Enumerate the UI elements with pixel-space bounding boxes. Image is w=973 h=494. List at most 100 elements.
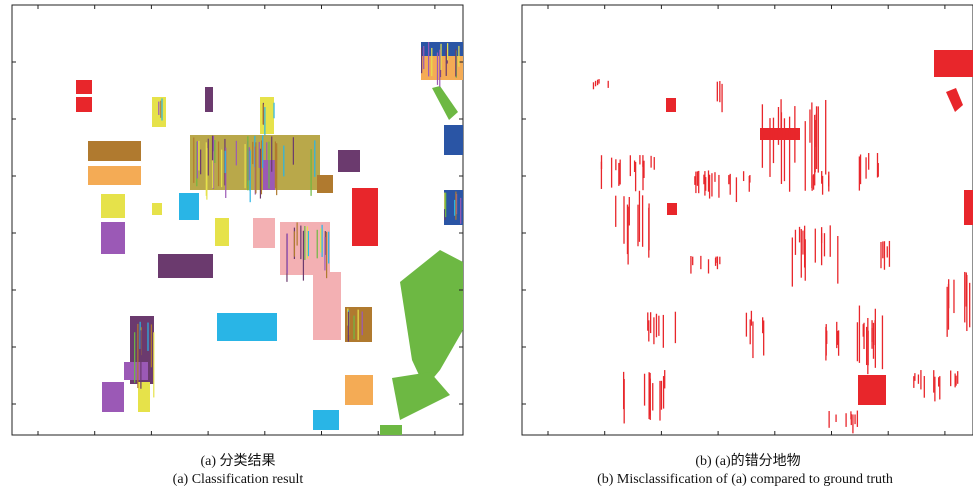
error-streak — [637, 205, 638, 247]
error-streak — [652, 383, 653, 410]
error-streak — [749, 175, 750, 183]
texture-streak — [287, 234, 288, 274]
error-streak — [746, 313, 747, 337]
region — [205, 87, 213, 112]
texture-streak — [348, 312, 349, 342]
error-streak — [635, 162, 636, 191]
error-streak — [947, 287, 948, 337]
panel-frame — [522, 5, 973, 435]
error-streak — [664, 370, 665, 388]
error-streak — [837, 236, 838, 284]
texture-streak — [198, 141, 199, 171]
error-streak — [957, 371, 958, 384]
region — [253, 218, 275, 248]
texture-streak — [161, 98, 162, 120]
error-streak — [736, 177, 737, 202]
texture-streak — [221, 150, 222, 188]
error-streak — [852, 414, 853, 433]
error-streak — [789, 117, 790, 192]
error-streak — [836, 322, 837, 348]
error-streak — [644, 374, 645, 406]
region — [158, 254, 213, 278]
error-streak — [639, 191, 640, 242]
texture-streak — [458, 46, 459, 67]
error-streak — [629, 197, 630, 225]
error-streak — [595, 81, 596, 86]
error-streak — [718, 175, 719, 198]
texture-streak — [446, 50, 447, 76]
error-streak — [598, 79, 599, 84]
error-streak — [854, 414, 855, 424]
texture-streak — [153, 332, 154, 397]
error-streak — [648, 203, 649, 250]
region — [76, 97, 92, 112]
error-streak — [920, 370, 921, 389]
error-streak — [642, 155, 643, 167]
error-region — [964, 190, 973, 225]
texture-streak — [362, 312, 363, 336]
region — [124, 362, 148, 380]
texture-streak — [308, 231, 309, 256]
error-streak — [650, 379, 651, 420]
texture-streak — [431, 48, 432, 76]
texture-streak — [353, 316, 354, 340]
texture-streak — [225, 151, 226, 173]
error-streak — [950, 371, 951, 387]
texture-streak — [437, 53, 438, 85]
region — [317, 175, 333, 193]
error-streak — [639, 155, 640, 164]
error-streak — [698, 171, 699, 193]
error-streak — [953, 280, 954, 313]
error-streak — [815, 120, 816, 172]
texture-streak — [320, 229, 321, 253]
texture-streak — [147, 323, 148, 351]
error-streak — [802, 231, 803, 255]
error-streak — [721, 84, 722, 112]
error-streak — [778, 107, 779, 145]
error-region — [760, 128, 800, 140]
texture-streak — [140, 330, 141, 388]
texture-streak — [134, 332, 135, 383]
error-streak — [730, 174, 731, 195]
region — [215, 218, 229, 246]
error-streak — [593, 82, 594, 89]
region — [345, 375, 373, 405]
region — [102, 382, 124, 412]
error-streak — [826, 331, 827, 344]
error-streak — [860, 154, 861, 184]
error-streak — [938, 377, 939, 386]
error-streak — [597, 80, 598, 85]
error-streak — [866, 327, 867, 365]
error-streak — [871, 320, 872, 349]
error-streak — [690, 256, 691, 274]
error-streak — [630, 155, 631, 176]
error-streak — [700, 256, 701, 269]
texture-streak — [454, 200, 455, 216]
texture-streak — [245, 144, 246, 188]
error-streak — [878, 163, 879, 177]
error-streak — [781, 112, 782, 184]
error-streak — [717, 82, 718, 102]
texture-streak — [260, 149, 261, 199]
error-streak — [828, 175, 829, 186]
error-streak — [815, 229, 816, 263]
error-streak — [933, 370, 934, 392]
error-streak — [811, 102, 812, 188]
error-streak — [934, 377, 935, 402]
texture-streak — [428, 42, 429, 76]
error-streak — [714, 172, 715, 182]
texture-streak — [151, 324, 152, 367]
texture-streak — [214, 140, 215, 163]
error-streak — [882, 315, 883, 369]
region — [76, 80, 92, 94]
error-streak — [719, 81, 720, 102]
error-streak — [821, 227, 822, 243]
error-streak — [653, 317, 654, 344]
error-streak — [650, 312, 651, 333]
error-streak — [857, 322, 858, 361]
error-streak — [863, 323, 864, 349]
error-streak — [773, 118, 774, 163]
texture-streak — [266, 142, 267, 167]
error-streak — [799, 227, 800, 243]
error-region — [934, 50, 973, 77]
